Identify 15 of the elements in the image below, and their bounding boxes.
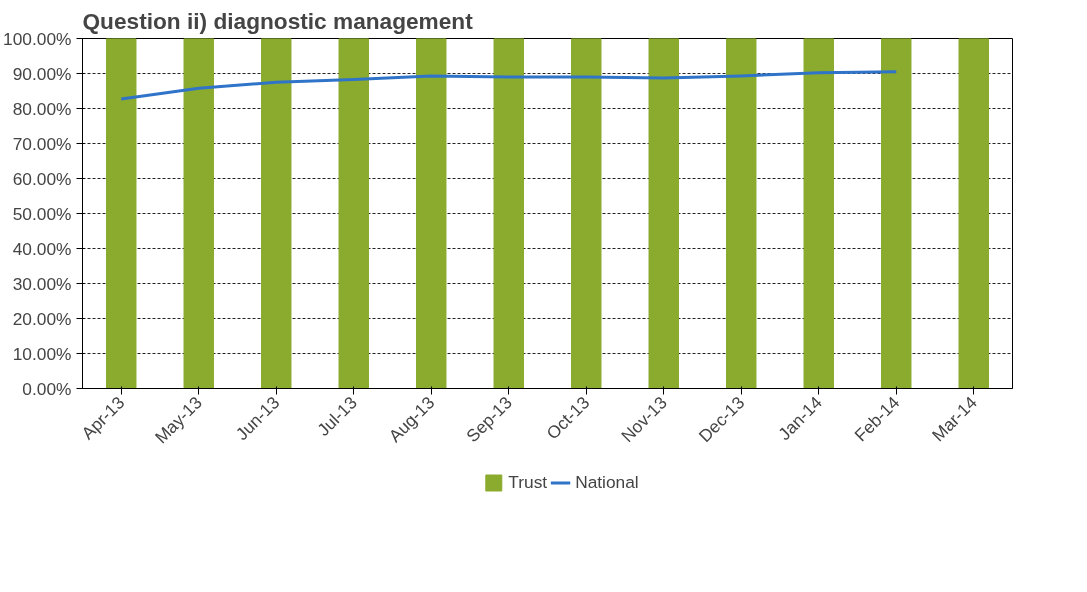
legend-label: Trust	[508, 471, 548, 493]
y-tick-label: 40.00%	[12, 238, 72, 259]
y-tick-label: 60.00%	[12, 168, 72, 189]
y-tick-label: 80.00%	[12, 98, 72, 119]
chart-title: Question ii) diagnostic management	[82, 7, 474, 34]
y-tick-label: 30.00%	[12, 273, 72, 294]
y-tick-label: 0.00%	[22, 378, 72, 399]
y-tick-label: 70.00%	[12, 133, 72, 154]
y-tick-label: 100.00%	[3, 28, 72, 49]
line-series	[119, 70, 898, 101]
y-tick-label: 10.00%	[12, 343, 72, 364]
legend-label: National	[575, 471, 639, 493]
y-tick-label: 20.00%	[12, 308, 72, 329]
y-tick-label: 50.00%	[12, 203, 72, 224]
y-tick-label: 90.00%	[12, 63, 72, 84]
